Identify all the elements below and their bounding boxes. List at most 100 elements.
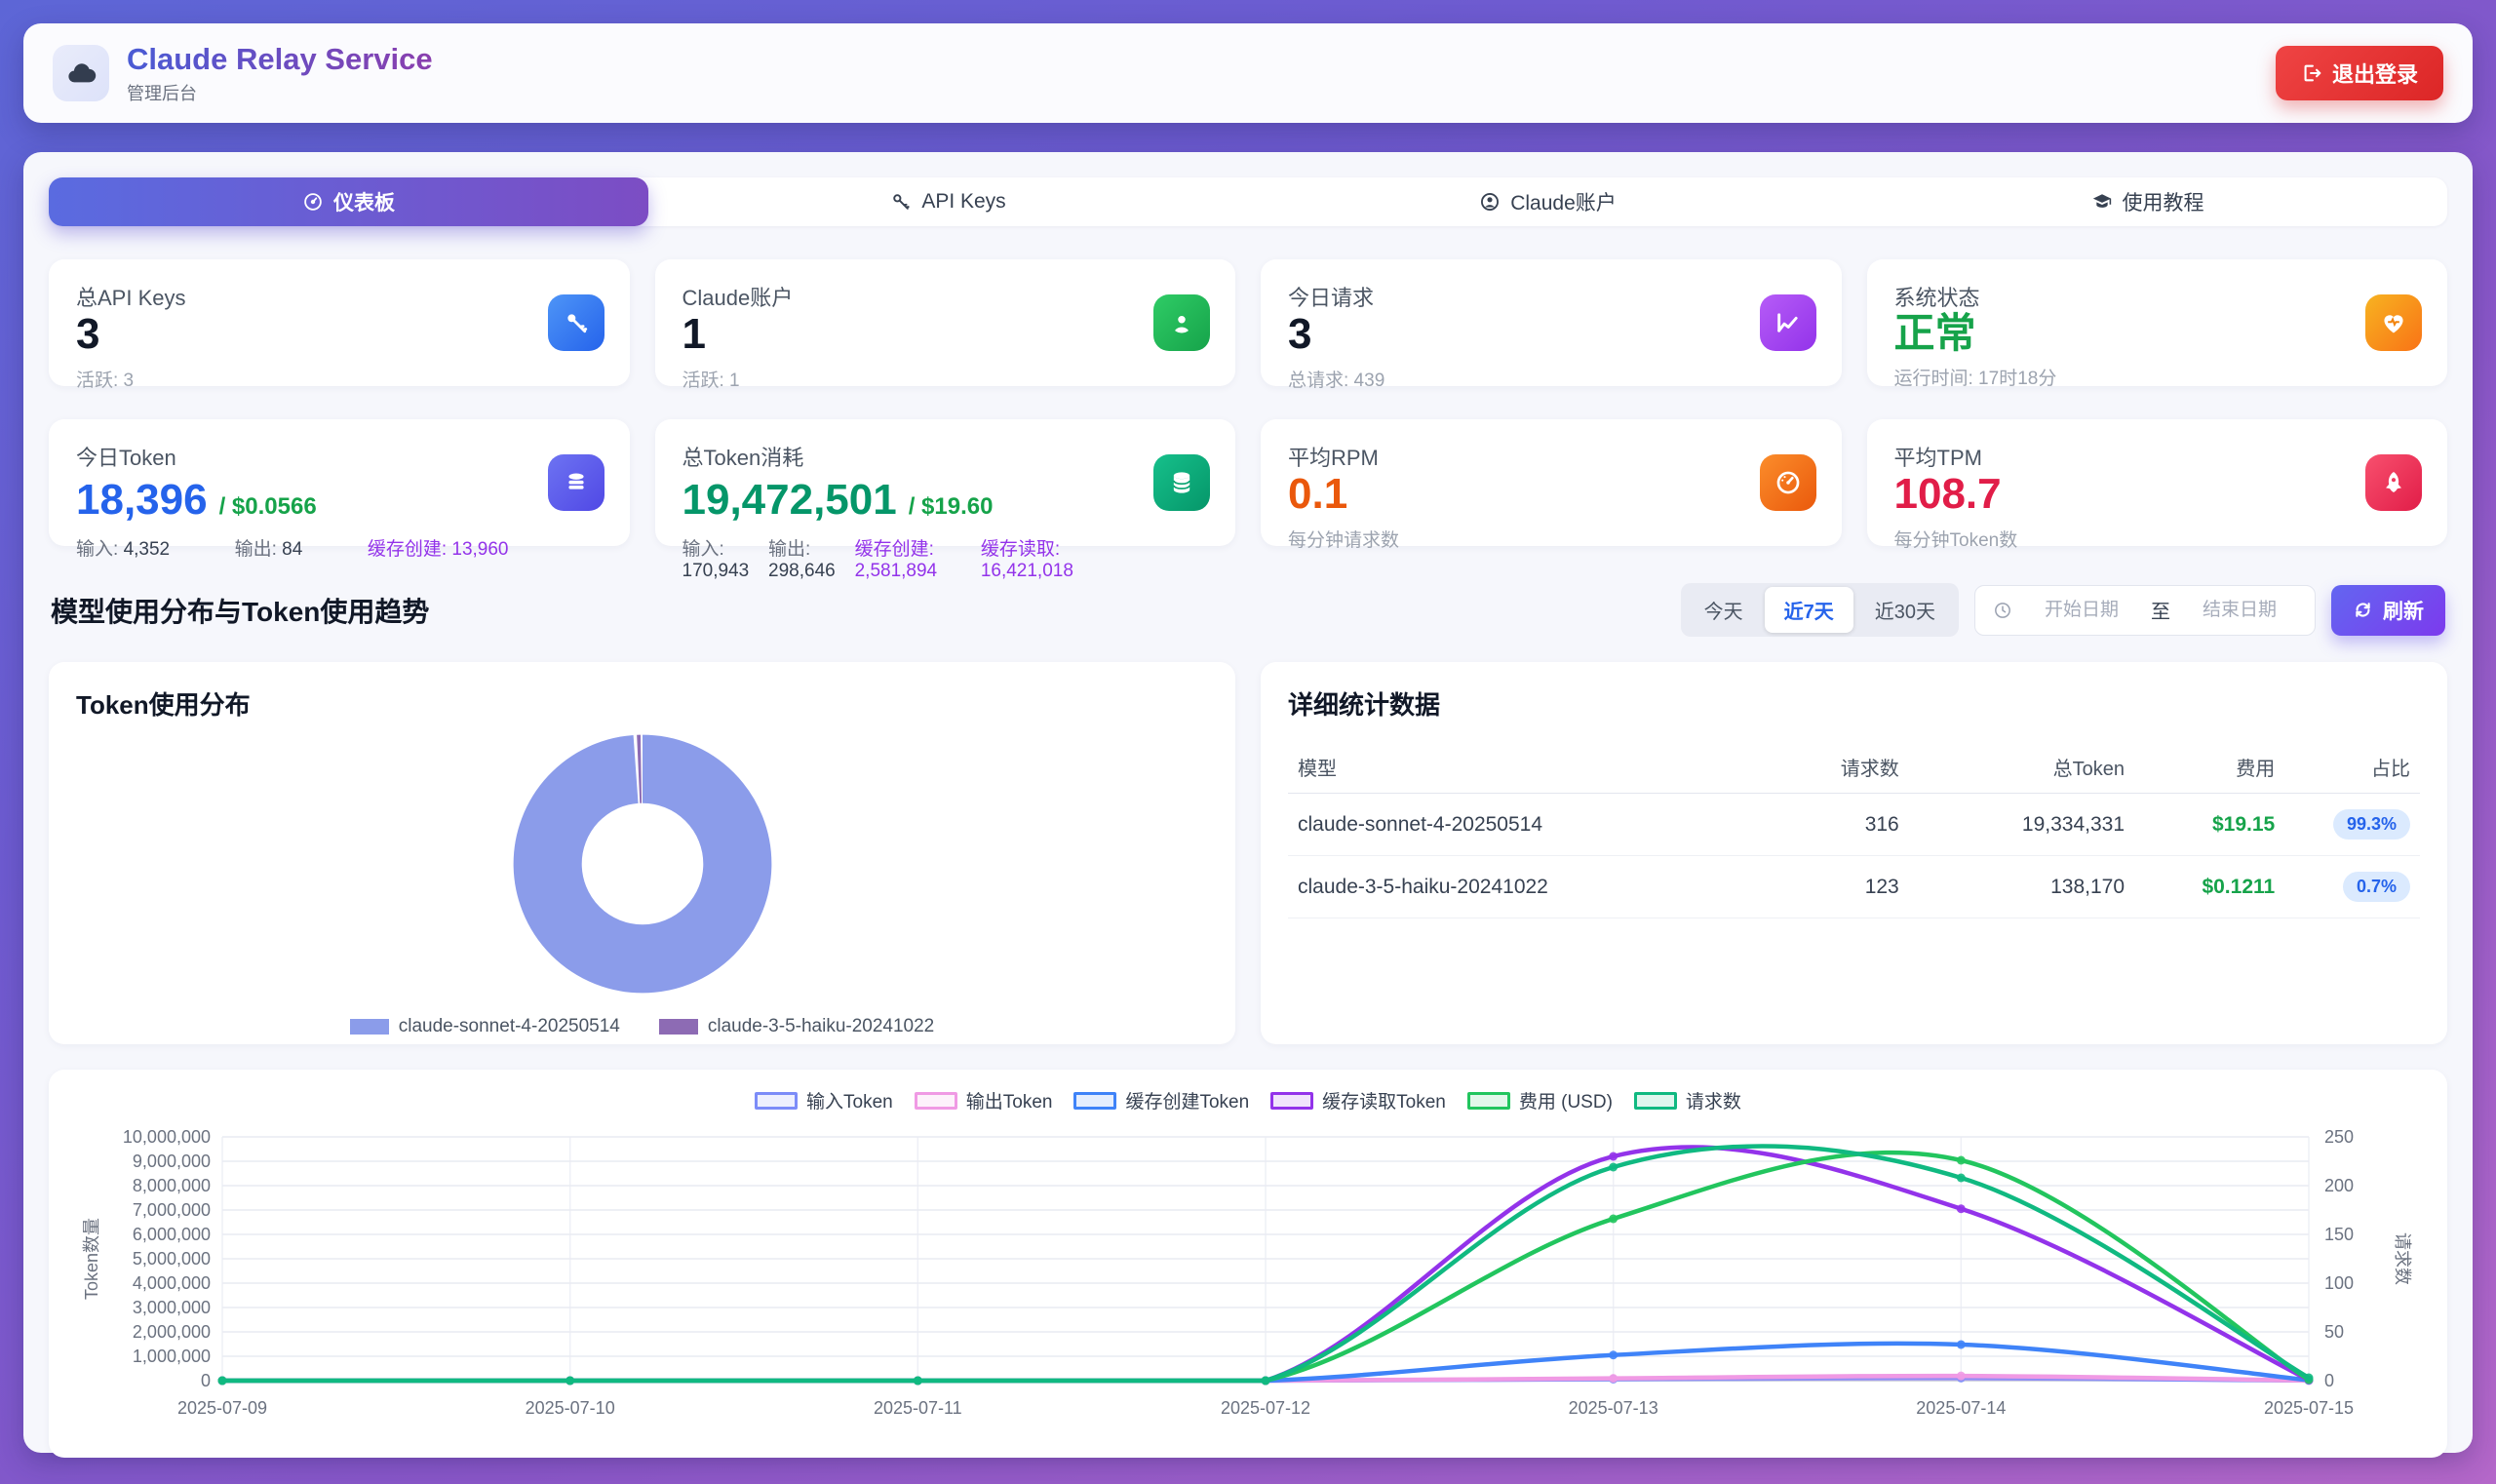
cell-model: claude-3-5-haiku-20241022 [1298, 875, 1548, 898]
stat-label: 今日请求 [1288, 286, 1375, 310]
legend-item[interactable]: 费用 (USD) [1466, 1087, 1613, 1113]
rocket-icon [2365, 454, 2422, 511]
stat-cost: / $19.60 [908, 493, 994, 520]
tab-tutorial[interactable]: 使用教程 [1848, 177, 2447, 226]
database-icon [1153, 454, 1210, 511]
legend-item[interactable]: 输出Token [914, 1087, 1053, 1113]
detail-cache-create: 缓存创建: 13,960 [367, 539, 509, 561]
svg-text:3,000,000: 3,000,000 [133, 1298, 211, 1317]
svg-text:1,000,000: 1,000,000 [133, 1347, 211, 1366]
stats-row-1: 总API Keys 3 活跃: 3 Claude账户 1 活跃: 1 今日请求 … [49, 259, 2447, 391]
refresh-button[interactable]: 刷新 [2331, 584, 2445, 636]
svg-text:150: 150 [2324, 1225, 2354, 1244]
stat-label: 总Token消耗 [682, 446, 804, 470]
stat-value: 0.1 [1288, 470, 1348, 518]
legend-label: 输出Token [965, 1092, 1053, 1113]
range-today-button[interactable]: 今天 [1685, 587, 1763, 633]
col-requests: 请求数 [1840, 759, 1899, 780]
stat-value: 108.7 [1893, 470, 2002, 518]
tab-label: Claude账户 [1510, 192, 1617, 215]
app-header: Claude Relay Service 管理后台 退出登录 [23, 23, 2473, 123]
legend-label: 费用 (USD) [1518, 1092, 1613, 1113]
date-range-picker[interactable]: 至 [1974, 584, 2316, 636]
stat-value: 19,472,501 [682, 476, 897, 524]
cell-tokens: 19,334,331 [2021, 812, 2126, 836]
start-date-input[interactable] [2024, 599, 2139, 621]
svg-text:4,000,000: 4,000,000 [133, 1273, 211, 1293]
cell-requests: 123 [1864, 875, 1899, 898]
svg-text:200: 200 [2324, 1176, 2354, 1195]
legend-item[interactable]: 输入Token [755, 1087, 893, 1113]
legend-swatch [349, 1019, 389, 1035]
svg-text:250: 250 [2324, 1127, 2354, 1147]
stat-sub: 每分钟请求数 [1288, 530, 1400, 552]
stat-label: 系统状态 [1893, 286, 1980, 310]
stats-table: 模型 请求数 总Token 费用 占比 claude-sonnet-4-2025… [1288, 741, 2420, 918]
table-row: claude-sonnet-4-20250514 316 19,334,331 … [1288, 794, 2420, 856]
stat-label: 总API Keys [76, 286, 186, 310]
logout-icon [2304, 64, 2321, 82]
donut-legend: claude-sonnet-4-20250514 claude-3-5-haik… [349, 1016, 935, 1037]
range-30d-button[interactable]: 近30天 [1855, 587, 1955, 633]
brand: Claude Relay Service 管理后台 [53, 42, 433, 105]
main-panel: 仪表板 API Keys Claude账户 使用教程 总API Keys 3 [23, 152, 2473, 1458]
share-badge: 99.3% [2332, 809, 2410, 840]
tab-label: 仪表板 [333, 192, 395, 215]
section-header: 模型使用分布与Token使用趋势 今天 近7天 近30天 至 刷新 [51, 583, 2445, 637]
detail-cache-read: 缓存读取: 16,421,018 [980, 539, 1073, 582]
tab-api-keys[interactable]: API Keys [648, 177, 1248, 226]
svg-text:2025-07-10: 2025-07-10 [526, 1398, 615, 1418]
tab-label: 使用教程 [2122, 192, 2204, 215]
legend-item[interactable]: claude-3-5-haiku-20241022 [658, 1016, 935, 1037]
legend-label: 缓存创建Token [1125, 1092, 1250, 1113]
nav-tabs: 仪表板 API Keys Claude账户 使用教程 [49, 177, 2447, 226]
svg-text:10,000,000: 10,000,000 [123, 1127, 211, 1147]
range-7d-button[interactable]: 近7天 [1764, 587, 1853, 633]
end-date-input[interactable] [2182, 599, 2297, 621]
legend-item[interactable]: 缓存读取Token [1270, 1087, 1446, 1113]
svg-text:2,000,000: 2,000,000 [133, 1322, 211, 1342]
tab-claude-accounts[interactable]: Claude账户 [1248, 177, 1848, 226]
legend-label: 缓存读取Token [1322, 1092, 1446, 1113]
donut-segment-sonnet [513, 734, 771, 994]
stat-sub: 活跃: 3 [76, 371, 135, 392]
stat-value: 18,396 [76, 476, 208, 524]
stat-card-today-token: 今日Token 18,396 / $0.0566 输入: 4,352 输出: 8… [49, 419, 630, 560]
clock-icon [1995, 602, 2010, 618]
svg-text:6,000,000: 6,000,000 [133, 1225, 211, 1244]
svg-text:2025-07-14: 2025-07-14 [1916, 1398, 2006, 1418]
col-model: 模型 [1298, 759, 1337, 780]
stat-label: Claude账户 [682, 286, 794, 310]
svg-text:2025-07-09: 2025-07-09 [177, 1398, 267, 1418]
svg-text:5,000,000: 5,000,000 [133, 1249, 211, 1269]
share-badge: 0.7% [2342, 872, 2410, 902]
logout-button[interactable]: 退出登录 [2275, 46, 2443, 100]
legend-label: 输入Token [806, 1092, 893, 1113]
legend-item[interactable]: 请求数 [1633, 1087, 1741, 1113]
legend-item[interactable]: 缓存创建Token [1073, 1087, 1249, 1113]
legend-swatch [755, 1091, 799, 1110]
table-header: 模型 请求数 总Token 费用 占比 [1288, 741, 2420, 794]
stat-sub: 总请求: 439 [1288, 371, 1385, 392]
stat-cost: / $0.0566 [218, 493, 317, 520]
trend-chart-legend: 输入Token 输出Token 缓存创建Token 缓存读取Token 费用 (USD)… [74, 1087, 2422, 1113]
tab-label: API Keys [921, 190, 1006, 213]
legend-swatch [1466, 1091, 1510, 1110]
col-cost: 费用 [2236, 759, 2276, 780]
stat-value: 正常 [1893, 310, 1976, 356]
stat-card-avg-rpm: 平均RPM 0.1 每分钟请求数 [1261, 419, 1842, 551]
stat-sub: 运行时间: 17时18分 [1893, 369, 2057, 390]
legend-item[interactable]: claude-sonnet-4-20250514 [349, 1016, 620, 1037]
tab-dashboard[interactable]: 仪表板 [49, 177, 648, 226]
page-title: Claude Relay Service [127, 41, 433, 76]
svg-text:2025-07-11: 2025-07-11 [874, 1398, 962, 1418]
date-separator: 至 [2151, 602, 2170, 623]
svg-text:2025-07-15: 2025-07-15 [2264, 1398, 2354, 1418]
svg-text:7,000,000: 7,000,000 [133, 1200, 211, 1220]
stat-sub: 活跃: 1 [682, 371, 740, 392]
stat-label: 平均TPM [1893, 446, 1982, 470]
svg-text:请求数: 请求数 [2393, 1232, 2412, 1285]
detail-input: 输入: 4,352 [76, 539, 171, 561]
heartbeat-icon [2365, 294, 2422, 351]
legend-label: claude-3-5-haiku-20241022 [707, 1016, 935, 1036]
